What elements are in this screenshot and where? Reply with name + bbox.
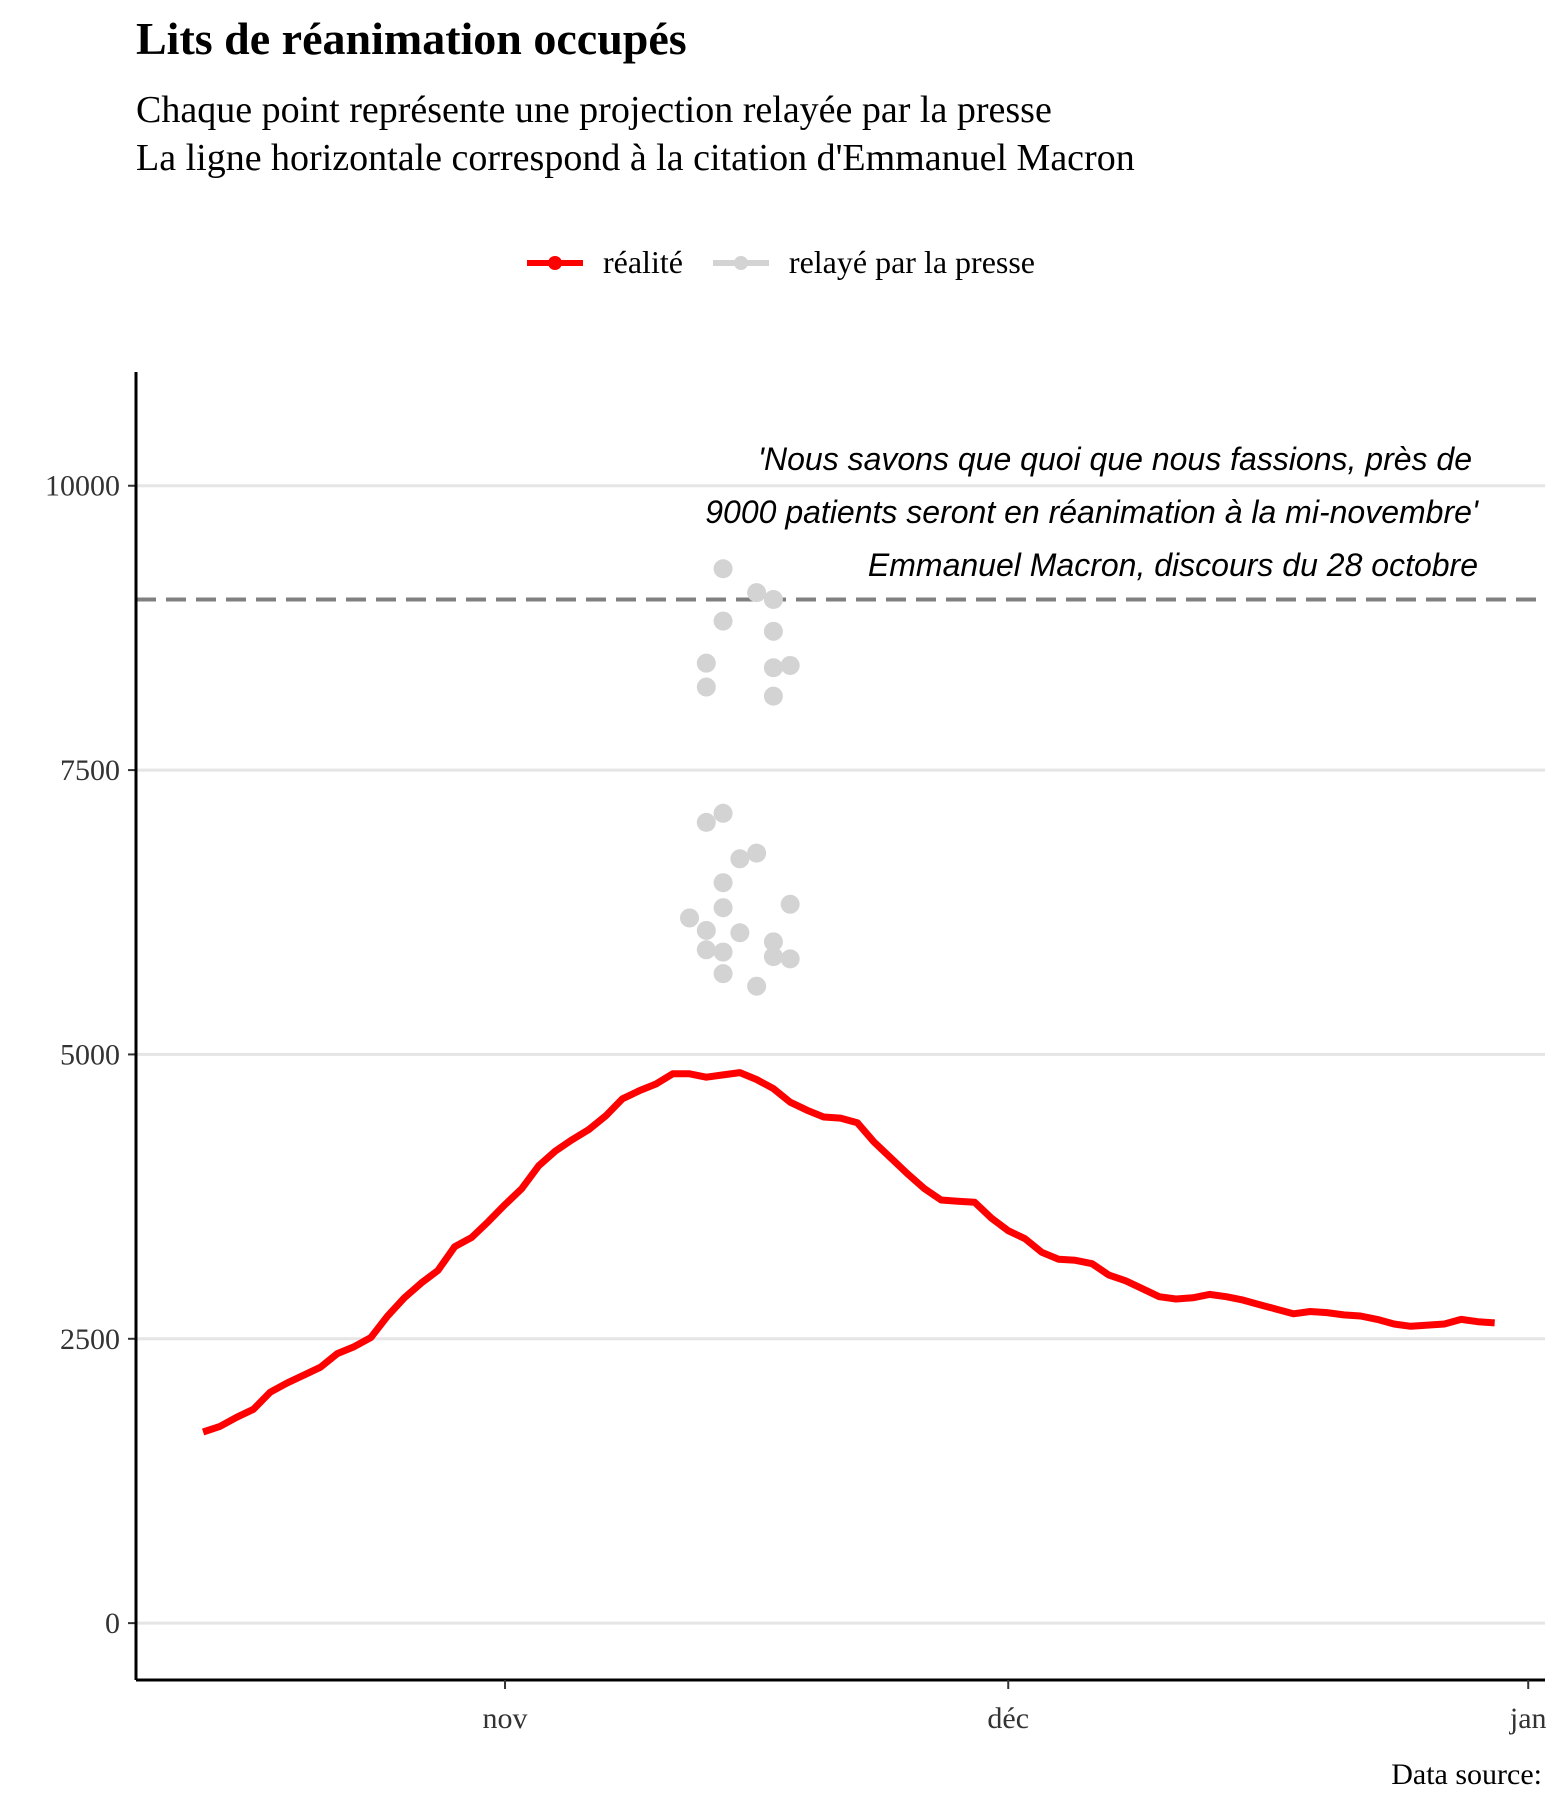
legend-item-realite: réalité [525, 244, 683, 281]
press-point-24 [780, 655, 800, 675]
press-point-23 [763, 589, 783, 609]
press-point-8 [713, 898, 733, 918]
y-axis-tick-labels: 0 2500 5000 7500 10000 [45, 470, 120, 1640]
press-point-7 [713, 873, 733, 893]
chart-subtitle-line-2: La ligne horizontale correspond à la cit… [136, 137, 1135, 179]
press-point-26 [780, 894, 800, 914]
legend-key-red-line-icon [526, 255, 583, 270]
annotation-line-3: Emmanuel Macron, discours du 28 octobre [868, 547, 1478, 583]
press-point-17 [747, 583, 767, 603]
data-source-caption: Data source: [1391, 1758, 1542, 1791]
legend: réalité relayé par la presse [0, 244, 1560, 281]
press-point-9 [713, 942, 733, 962]
y-tick-label-7500: 7500 [60, 754, 120, 787]
x-tick-label-nov: nov [483, 1702, 528, 1735]
x-tick-label-jan: jan [1509, 1702, 1547, 1735]
press-point-22 [763, 947, 783, 967]
series-line-realite [201, 1069, 1495, 1436]
gridlines [128, 484, 1545, 1625]
press-point-2 [696, 920, 716, 940]
y-tick-label-0: 0 [105, 1607, 120, 1640]
press-point-14 [730, 923, 750, 943]
press-point-21 [763, 686, 783, 706]
y-tick-label-10000: 10000 [45, 470, 120, 503]
press-point-12 [713, 559, 733, 579]
press-point-25 [780, 949, 800, 969]
axes [134, 372, 1545, 1682]
press-point-10 [713, 964, 733, 984]
press-point-15 [747, 843, 767, 863]
annotation-line-1: 'Nous savons que quoi que nous fassions,… [758, 441, 1472, 477]
y-tick-label-5000: 5000 [60, 1038, 120, 1071]
macron-quote-annotation: 'Nous savons que quoi que nous fassions,… [705, 441, 1480, 583]
x-axis-ticks [504, 1680, 1530, 1689]
legend-label-presse: relayé par la presse [788, 244, 1035, 280]
press-point-13 [730, 849, 750, 869]
legend-key-grey-line-icon [712, 255, 769, 270]
press-point-4 [696, 653, 716, 673]
chart-title: Lits de réanimation occupés [136, 13, 687, 64]
legend-item-presse: relayé par la presse [711, 244, 1035, 281]
press-point-16 [747, 976, 767, 996]
chart-subtitle-line-1: Chaque point représente une projection r… [136, 89, 1052, 131]
press-point-6 [713, 803, 733, 823]
y-tick-label-2500: 2500 [60, 1323, 120, 1356]
press-point-3 [696, 677, 716, 697]
annotation-line-2: 9000 patients seront en réanimation à la… [705, 494, 1480, 530]
press-point-1 [696, 940, 716, 960]
press-projection-points [680, 559, 800, 996]
press-point-18 [763, 932, 783, 952]
press-point-19 [763, 621, 783, 641]
press-point-0 [680, 908, 700, 928]
x-axis-tick-labels: nov déc jan [483, 1702, 1547, 1735]
legend-label-realite: réalité [602, 244, 683, 280]
press-point-5 [696, 812, 716, 832]
x-tick-label-déc: déc [987, 1702, 1029, 1735]
press-point-11 [713, 611, 733, 631]
press-point-20 [763, 658, 783, 678]
